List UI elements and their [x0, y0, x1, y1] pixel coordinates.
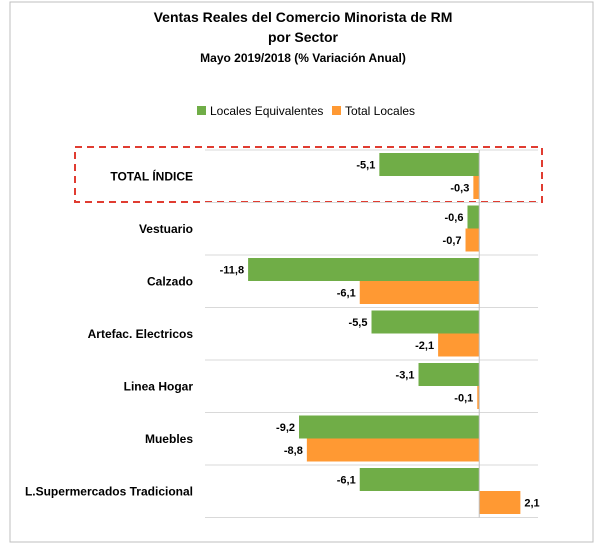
bar-locales-equivalentes-linea-hogar [418, 363, 480, 386]
bar-locales-equivalentes-artefac-electricos [371, 310, 480, 334]
bar-locales-equivalentes-vestuario [467, 205, 480, 229]
data-label-locales-equivalentes-vestuario: -0,6 [445, 212, 464, 224]
data-label-locales-equivalentes-muebles: -9,2 [276, 422, 295, 434]
category-label-l-supermercados-tradicional: L.Supermercados Tradicional [25, 484, 193, 498]
category-label-linea-hogar: Linea Hogar [124, 379, 194, 393]
chart-title-line-1: Ventas Reales del Comercio Minorista de … [154, 9, 453, 25]
legend-label-locales-equivalentes: Locales Equivalentes [210, 104, 323, 118]
chart-subtitle: Mayo 2019/2018 (% Variación Anual) [200, 51, 406, 65]
bar-locales-equivalentes-calzado [248, 258, 480, 281]
data-label-locales-equivalentes-l-supermercados-tradicional: -6,1 [337, 475, 356, 487]
bar-total-locales-l-supermercados-tradicional [479, 491, 521, 514]
data-label-total-locales-muebles: -8,8 [284, 445, 303, 457]
data-label-total-locales-l-supermercados-tradicional: 2,1 [524, 498, 539, 510]
data-label-total-locales-vestuario: -0,7 [443, 235, 462, 247]
bar-locales-equivalentes-total-indice [379, 153, 480, 176]
chart-title-line-2: por Sector [268, 29, 339, 45]
plot-area: TOTAL ÍNDICE -5,1 -0,3 Vestuario -0,6 -0,7 Cal… [25, 149, 540, 518]
data-label-locales-equivalentes-artefac-electricos: -5,5 [349, 317, 368, 329]
data-label-locales-equivalentes-calzado: -11,8 [220, 265, 244, 277]
category-label-muebles: Muebles [145, 432, 193, 446]
data-label-total-locales-artefac-electricos: -2,1 [415, 340, 434, 352]
legend: Locales Equivalentes Total Locales [197, 104, 415, 118]
bar-locales-equivalentes-muebles [299, 415, 480, 439]
bar-total-locales-calzado [359, 281, 480, 304]
category-label-artefac-electricos: Artefac. Electricos [88, 327, 194, 341]
category-label-calzado: Calzado [147, 274, 193, 288]
legend-label-total-locales: Total Locales [345, 104, 415, 118]
category-label-total-indice: TOTAL ÍNDICE [110, 168, 193, 183]
bar-locales-equivalentes-l-supermercados-tradicional [359, 468, 480, 491]
category-label-vestuario: Vestuario [139, 222, 193, 236]
legend-swatch-total-locales [332, 106, 341, 115]
bar-total-locales-linea-hogar [477, 386, 480, 409]
data-label-total-locales-calzado: -6,1 [337, 288, 356, 300]
data-label-total-locales-linea-hogar: -0,1 [454, 393, 473, 405]
data-label-locales-equivalentes-total-indice: -5,1 [356, 160, 375, 172]
highlight-box [74, 146, 543, 203]
data-label-locales-equivalentes-linea-hogar: -3,1 [396, 370, 415, 382]
data-label-total-locales-total-indice: -0,3 [450, 183, 469, 195]
legend-swatch-locales-equivalentes [197, 106, 206, 115]
bar-total-locales-total-indice [473, 176, 480, 199]
bar-total-locales-artefac-electricos [438, 333, 480, 357]
bar-total-locales-vestuario [465, 228, 480, 252]
bar-total-locales-muebles [306, 438, 480, 462]
